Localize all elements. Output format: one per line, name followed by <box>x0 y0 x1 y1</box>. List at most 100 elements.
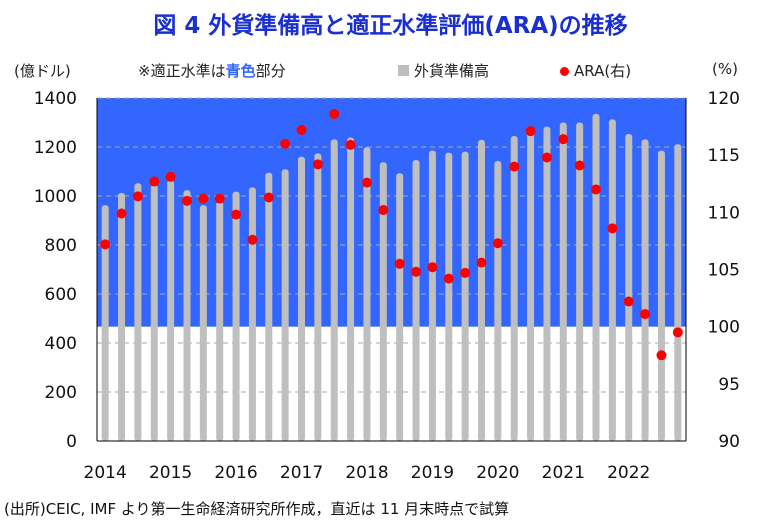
reserve-bar <box>625 134 633 441</box>
ara-dot <box>394 258 405 269</box>
ara-dot <box>116 208 127 219</box>
x-tick-label: 2014 <box>84 463 127 483</box>
ara-dot <box>296 125 307 136</box>
reserve-bar <box>167 180 175 441</box>
note-highlight: 青色 <box>225 62 256 80</box>
ara-dot <box>280 138 291 149</box>
right-tick-label: 120 <box>708 89 740 109</box>
x-tick-label: 2022 <box>607 463 650 483</box>
ara-dot <box>656 350 667 361</box>
ara-dot <box>525 126 536 137</box>
ara-dot <box>558 134 569 145</box>
left-tick-label: 800 <box>45 236 77 256</box>
reserve-bar <box>543 126 551 441</box>
reserve-bar <box>412 159 420 442</box>
ara-dot <box>607 223 618 234</box>
source-note: (出所)CEIC, IMF より第一生命経済研究所作成，直近は 11 月末時点で… <box>4 500 510 518</box>
reserve-bar <box>608 119 616 441</box>
left-tick-label: 600 <box>45 285 77 305</box>
reserve-bar <box>527 129 535 441</box>
right-tick-label: 110 <box>708 203 740 223</box>
x-tick-label: 2017 <box>280 463 323 483</box>
reserve-bar <box>118 192 126 441</box>
note-prefix: ※適正水準は <box>138 62 226 80</box>
right-tick-label: 100 <box>708 318 740 338</box>
reserve-bar <box>674 144 682 441</box>
right-tick-label: 115 <box>708 146 740 166</box>
right-axis-unit: (%) <box>712 60 738 78</box>
x-tick-label: 2020 <box>476 463 519 483</box>
ara-dot <box>165 171 176 182</box>
reserve-bar <box>657 150 665 442</box>
reserve-bar <box>477 139 485 441</box>
reserve-bar <box>494 160 502 441</box>
reserve-bar <box>559 122 567 441</box>
ara-dot <box>492 238 503 249</box>
band-note: ※適正水準は青色部分 <box>138 60 286 81</box>
ara-dot <box>427 262 438 273</box>
left-tick-label: 1000 <box>34 187 77 207</box>
reserve-bar <box>428 150 436 442</box>
reserve-bar <box>396 173 404 441</box>
ara-dot <box>672 327 683 338</box>
reserve-bar <box>379 162 387 441</box>
x-tick-label: 2016 <box>214 463 257 483</box>
ara-dot <box>100 239 111 250</box>
reserve-bar <box>445 152 453 441</box>
x-tick-label: 2018 <box>345 463 388 483</box>
left-tick-label: 0 <box>66 432 77 452</box>
ara-dot <box>312 159 323 170</box>
reserve-bar <box>314 153 322 441</box>
reserve-bar <box>248 187 256 441</box>
reserve-bar <box>363 147 371 441</box>
ara-dot <box>411 266 422 277</box>
ara-dot <box>181 195 192 206</box>
ara-dot <box>345 139 356 150</box>
legend-dot-label: ARA(右) <box>574 62 632 80</box>
left-axis-unit: (億ドル) <box>14 62 71 80</box>
ara-dot <box>591 184 602 195</box>
ara-dot <box>623 296 634 307</box>
reserve-bar <box>183 190 191 441</box>
legend-bar-label: 外貨準備高 <box>414 62 490 80</box>
legend-bar-swatch <box>398 65 409 76</box>
reserve-bar <box>199 205 207 441</box>
ara-dot <box>361 177 372 188</box>
ara-dot <box>231 209 242 220</box>
ara-dot <box>149 176 160 187</box>
reserve-bar <box>641 139 649 441</box>
ara-dot <box>132 191 143 202</box>
note-suffix: 部分 <box>255 62 286 80</box>
left-tick-label: 1200 <box>34 138 77 158</box>
ara-dot <box>541 152 552 163</box>
ara-dot <box>263 192 274 203</box>
reserve-bar <box>281 169 289 442</box>
legend-dots: ARA(右) <box>560 60 631 81</box>
reserve-bar <box>330 139 338 441</box>
right-tick-label: 105 <box>708 261 740 281</box>
adequate-band <box>97 98 686 327</box>
legend-dot-swatch <box>560 67 569 76</box>
reserve-bar <box>298 156 306 442</box>
reserve-bar <box>134 183 142 441</box>
ara-dot <box>509 161 520 172</box>
ara-dot <box>640 309 651 320</box>
ara-dot <box>247 234 258 245</box>
reserve-bar <box>576 122 584 441</box>
ara-dot <box>198 193 209 204</box>
ara-dot <box>574 160 585 171</box>
x-tick-label: 2021 <box>542 463 585 483</box>
right-tick-label: 95 <box>718 375 740 395</box>
left-tick-label: 1400 <box>34 89 77 109</box>
x-tick-label: 2019 <box>411 463 454 483</box>
reserve-bar <box>265 172 273 441</box>
ara-dot <box>476 257 487 268</box>
left-tick-label: 200 <box>45 383 77 403</box>
reserve-bar <box>232 191 240 441</box>
left-tick-label: 400 <box>45 334 77 354</box>
reserve-bar <box>150 184 158 441</box>
chart-title: 図 4 外貨準備高と適正水準評価(ARA)の推移 <box>153 13 628 39</box>
legend-bars: 外貨準備高 <box>398 60 489 81</box>
ara-dot <box>329 109 340 120</box>
